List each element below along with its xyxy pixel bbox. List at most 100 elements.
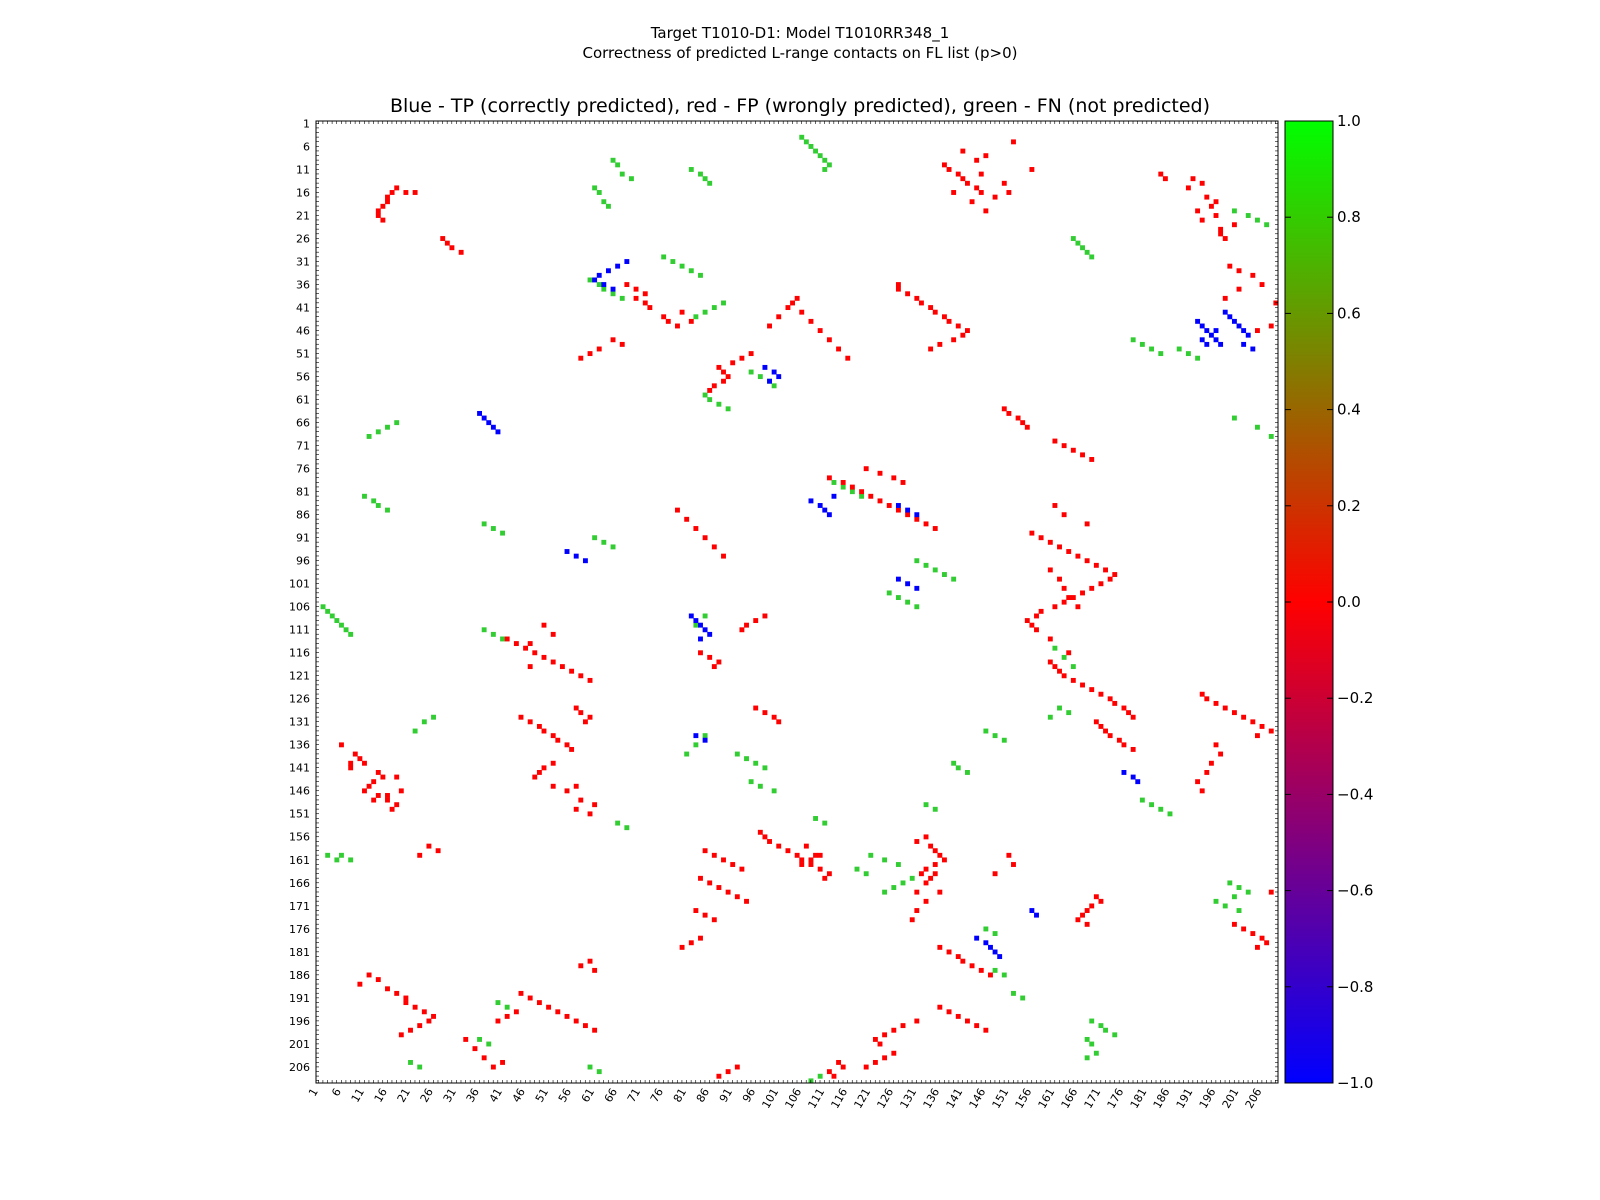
- contact-cell-fp: [836, 1059, 842, 1065]
- contact-cell-fp: [1126, 710, 1132, 716]
- contact-cell-fp: [1268, 323, 1274, 329]
- contact-cell-fn: [1149, 346, 1155, 352]
- contact-cell-fp: [380, 774, 386, 780]
- contact-cell-fp: [974, 1023, 980, 1029]
- x-tick-label: 16: [372, 1086, 390, 1105]
- contact-cell-fp: [592, 967, 598, 973]
- contact-cell-fp: [481, 1055, 487, 1061]
- contact-cell-fn: [1020, 995, 1026, 1001]
- contact-cell-fp: [1080, 452, 1085, 458]
- contact-cell-fn: [711, 305, 717, 311]
- contact-cell-fp: [960, 332, 966, 338]
- contact-cell-fp: [688, 940, 694, 946]
- contact-cell-fp: [877, 470, 883, 476]
- contact-cell-fn: [1084, 1036, 1090, 1042]
- x-tick-label: 141: [944, 1086, 966, 1111]
- contact-cell-fp: [1250, 931, 1256, 937]
- contact-cell-fp: [895, 286, 901, 292]
- contact-cell-fn: [799, 134, 805, 140]
- contact-cell-fp: [573, 705, 579, 711]
- contact-cell-tp: [477, 410, 482, 416]
- contact-cell-fn: [702, 613, 708, 619]
- contact-cell-fp: [389, 190, 395, 195]
- contact-cell-fp: [1213, 742, 1219, 748]
- contact-cell-fn: [882, 889, 888, 895]
- contact-cell-fp: [932, 862, 938, 867]
- contact-cell-fp: [965, 180, 970, 186]
- contact-cell-fp: [928, 346, 934, 352]
- contact-cell-fp: [1208, 203, 1214, 209]
- contact-cell-tp: [573, 553, 579, 559]
- contact-cell-fp: [983, 153, 989, 159]
- contact-cell-fp: [1066, 549, 1072, 554]
- contact-cell-fp: [1112, 572, 1118, 577]
- contact-cell-fp: [1029, 622, 1035, 628]
- contact-cell-fn: [500, 636, 506, 642]
- contact-cell-fp: [661, 314, 667, 320]
- contact-cell-fp: [826, 871, 832, 877]
- contact-cell-fp: [914, 889, 920, 895]
- x-axis-ticks: 1 6 11 16 21 26 31 36 41 46 51 56 61 66 71 76 81 86 91 96 10…: [306, 1086, 1264, 1111]
- contact-cell-fp: [564, 1013, 570, 1019]
- contact-cell-fn: [481, 627, 487, 633]
- colorbar: [1284, 120, 1334, 1084]
- contact-cell-fp: [1024, 424, 1030, 430]
- contact-cell-fp: [932, 526, 938, 531]
- contact-cell-fp: [398, 788, 404, 794]
- contact-cell-tp: [1130, 774, 1136, 780]
- contact-cell-fp: [776, 843, 782, 849]
- contact-cell-fn: [840, 484, 846, 490]
- contact-cell-tp: [1213, 337, 1219, 343]
- contact-cell-fn: [992, 967, 998, 973]
- contact-cell-fp: [785, 305, 791, 311]
- contact-cell-fp: [1241, 714, 1247, 720]
- contact-cell-fp: [398, 1032, 404, 1038]
- colorbar-tick-label: −0.6: [1337, 882, 1373, 900]
- x-tick-label: 186: [1151, 1086, 1173, 1111]
- contact-cell-fp: [891, 1027, 897, 1033]
- contact-cell-fn: [1176, 346, 1182, 352]
- contact-cell-fn: [951, 760, 957, 766]
- contact-cell-fp: [1231, 710, 1237, 716]
- contact-cell-fp: [955, 1013, 961, 1019]
- contact-cell-fp: [675, 323, 680, 329]
- contact-cell-fn: [385, 424, 390, 430]
- contact-cell-fp: [840, 480, 846, 485]
- contact-cell-fp: [458, 249, 464, 255]
- contact-cell-fn: [615, 820, 621, 826]
- contact-cell-fp: [891, 1050, 897, 1056]
- contact-cell-fp: [1011, 862, 1016, 867]
- contact-cell-fn: [1057, 705, 1062, 711]
- contact-cell-fn: [1167, 811, 1173, 817]
- contact-cell-fp: [707, 880, 713, 886]
- contact-cell-fp: [928, 305, 934, 311]
- contact-cell-fp: [1052, 438, 1058, 444]
- contact-cell-fp: [1006, 190, 1012, 195]
- contact-cell-fn: [1264, 222, 1270, 228]
- contact-cell-fn: [716, 401, 722, 407]
- contact-cell-fp: [988, 972, 993, 978]
- contact-cell-fp: [914, 295, 920, 301]
- contact-cell-fn: [1001, 737, 1007, 743]
- contact-cell-fp: [504, 1013, 510, 1019]
- contact-cell-tp: [808, 498, 814, 504]
- contact-cell-fp: [1089, 585, 1095, 591]
- contact-cell-fn: [891, 885, 897, 890]
- contact-cell-fp: [1213, 700, 1219, 706]
- contact-cell-fp: [1029, 167, 1035, 172]
- x-tick-label: 71: [625, 1086, 643, 1105]
- contact-cell-fp: [1199, 217, 1205, 223]
- contact-cell-fp: [1093, 562, 1099, 568]
- contact-cell-fp: [490, 1064, 496, 1070]
- contact-cell-fp: [1075, 553, 1081, 559]
- contact-cell-fp: [711, 383, 717, 389]
- contact-cell-fn: [1254, 217, 1260, 223]
- contact-cell-fp: [541, 728, 547, 734]
- contact-cell-fp: [1199, 788, 1205, 794]
- contact-cell-fp: [817, 866, 823, 872]
- contact-cell-fn: [914, 604, 920, 610]
- contact-cell-fp: [1116, 737, 1122, 743]
- contact-cell-fp: [426, 843, 432, 849]
- y-tick-label: 196: [289, 1015, 310, 1028]
- contact-cell-fp: [555, 737, 561, 743]
